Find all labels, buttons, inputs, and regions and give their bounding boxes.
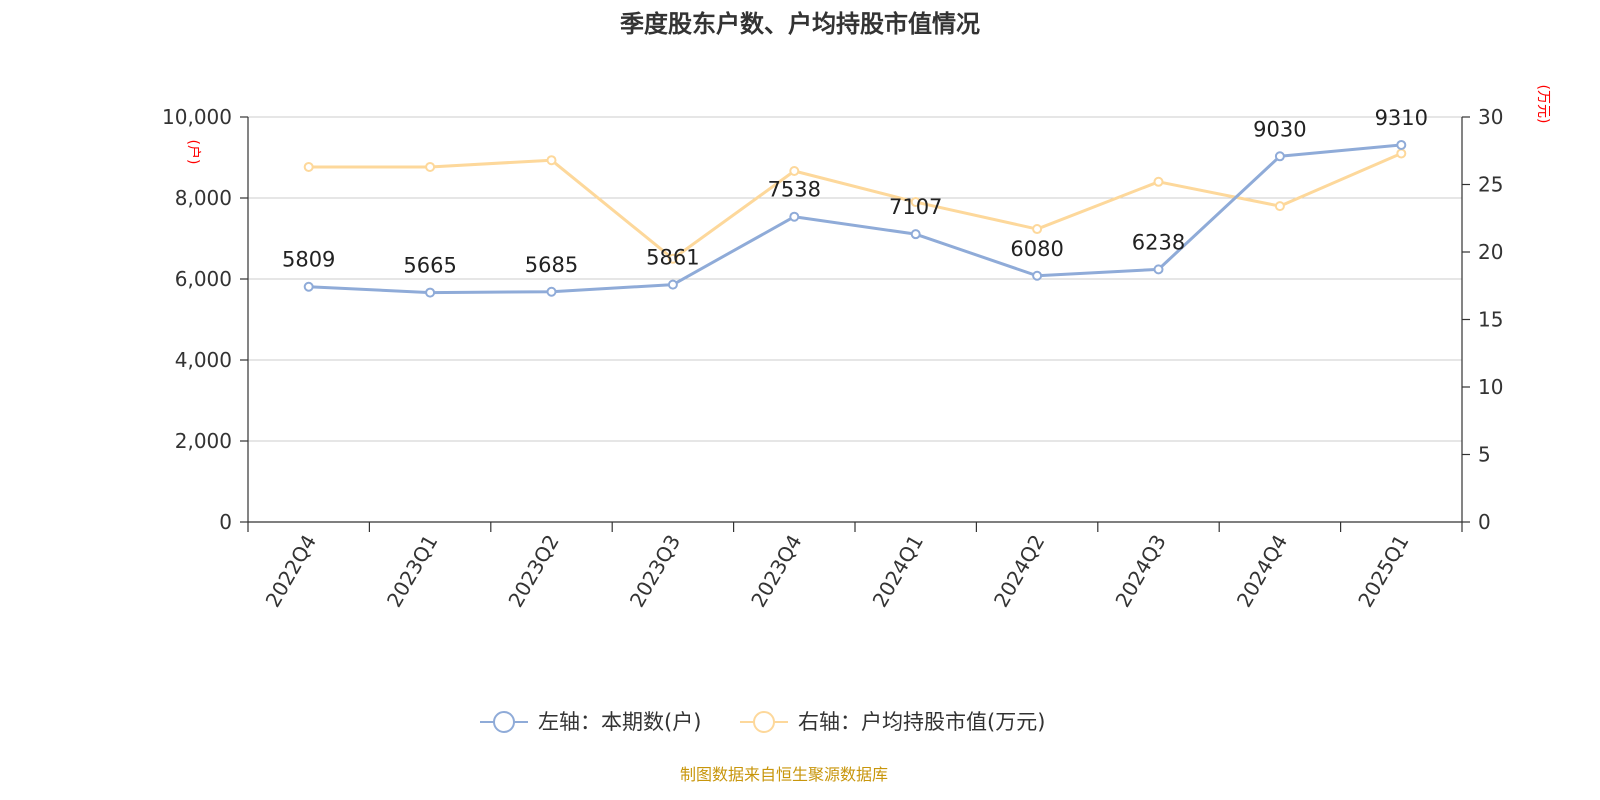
x-tick-label: 2022Q4 [261,531,321,612]
series-lines [303,139,1407,298]
point-shareholders[interactable] [667,279,678,290]
left-tick-label: 6,000 [175,267,232,291]
point-shareholders[interactable] [546,286,557,297]
x-tick-label: 2024Q4 [1232,531,1292,612]
data-label-shareholders: 5685 [525,253,578,277]
legend-right-circle-icon [753,711,775,733]
x-tick-label: 2023Q4 [746,531,806,612]
data-labels: 5809 5665 5685 5861 7538 7107 6080 6238 9030 9310 [282,106,1428,278]
point-avg-market-value[interactable] [667,253,678,264]
x-tick-label: 2023Q3 [625,531,685,612]
right-axis-unit-label: (万元) [1535,85,1551,124]
point-shareholders[interactable] [303,281,314,292]
x-tick-label: 2024Q1 [868,531,928,612]
right-tick-label: 5 [1478,443,1491,467]
legend: 左轴：本期数(户) 右轴：户均持股市值(万元) [480,710,1045,734]
legend-item-right[interactable]: 右轴：户均持股市值(万元) [740,710,1045,734]
point-avg-market-value[interactable] [546,155,557,166]
point-avg-market-value[interactable] [789,166,800,176]
right-tick-label: 20 [1478,240,1503,264]
x-tick-label: 2023Q1 [382,531,442,612]
point-avg-market-value[interactable] [910,197,921,208]
data-label-shareholders: 9310 [1375,106,1428,130]
left-tick-label: 2,000 [175,429,232,453]
source-note: 制图数据来自恒生聚源数据库 [680,765,888,784]
legend-left-label: 左轴：本期数(户) [538,710,701,734]
left-tick-label: 0 [219,510,232,534]
point-avg-market-value[interactable] [1396,148,1407,159]
point-avg-market-value[interactable] [303,161,314,172]
point-shareholders[interactable] [1153,264,1164,275]
data-label-shareholders: 7538 [768,178,821,202]
data-label-shareholders: 5809 [282,248,335,272]
point-shareholders[interactable] [1396,139,1407,150]
left-tick-label: 8,000 [175,186,232,210]
point-shareholders[interactable] [1274,151,1285,162]
series-line-avg-market-value [308,152,1402,261]
data-label-shareholders: 5665 [403,254,456,278]
point-avg-market-value[interactable] [1274,201,1285,212]
right-tick-label: 15 [1478,308,1503,332]
legend-item-left[interactable]: 左轴：本期数(户) [480,710,701,734]
left-tick-label: 10,000 [162,105,232,129]
right-tick-label: 0 [1478,510,1491,534]
data-label-shareholders: 9030 [1253,117,1306,141]
right-tick-label: 30 [1478,105,1503,129]
legend-right-label: 右轴：户均持股市值(万元) [798,710,1045,734]
left-axis-unit-label: (户) [185,140,202,165]
point-shareholders[interactable] [789,211,800,222]
point-shareholders[interactable] [1032,270,1043,281]
data-label-shareholders: 6080 [1010,237,1063,261]
data-label-shareholders: 7107 [889,195,942,219]
x-tick-label: 2024Q3 [1110,531,1170,612]
legend-left-circle-icon [493,711,515,733]
data-label-shareholders: 6238 [1132,230,1185,254]
left-tick-label: 4,000 [175,348,232,372]
x-tick-label: 2023Q2 [503,531,563,612]
point-avg-market-value[interactable] [425,161,436,172]
grid-lines [248,116,1462,442]
right-tick-label: 10 [1478,375,1503,399]
point-shareholders[interactable] [910,229,921,240]
right-tick-label: 25 [1478,173,1503,197]
series-line-shareholders [308,143,1402,295]
point-avg-market-value[interactable] [1032,224,1043,235]
chart-title: 季度股东户数、户均持股市值情况 [620,10,980,38]
x-tick-label: 2025Q1 [1353,531,1413,612]
x-tick-label: 2024Q2 [989,531,1049,612]
point-avg-market-value[interactable] [1153,176,1164,187]
point-shareholders[interactable] [425,287,436,298]
data-label-shareholders: 5861 [646,246,699,270]
